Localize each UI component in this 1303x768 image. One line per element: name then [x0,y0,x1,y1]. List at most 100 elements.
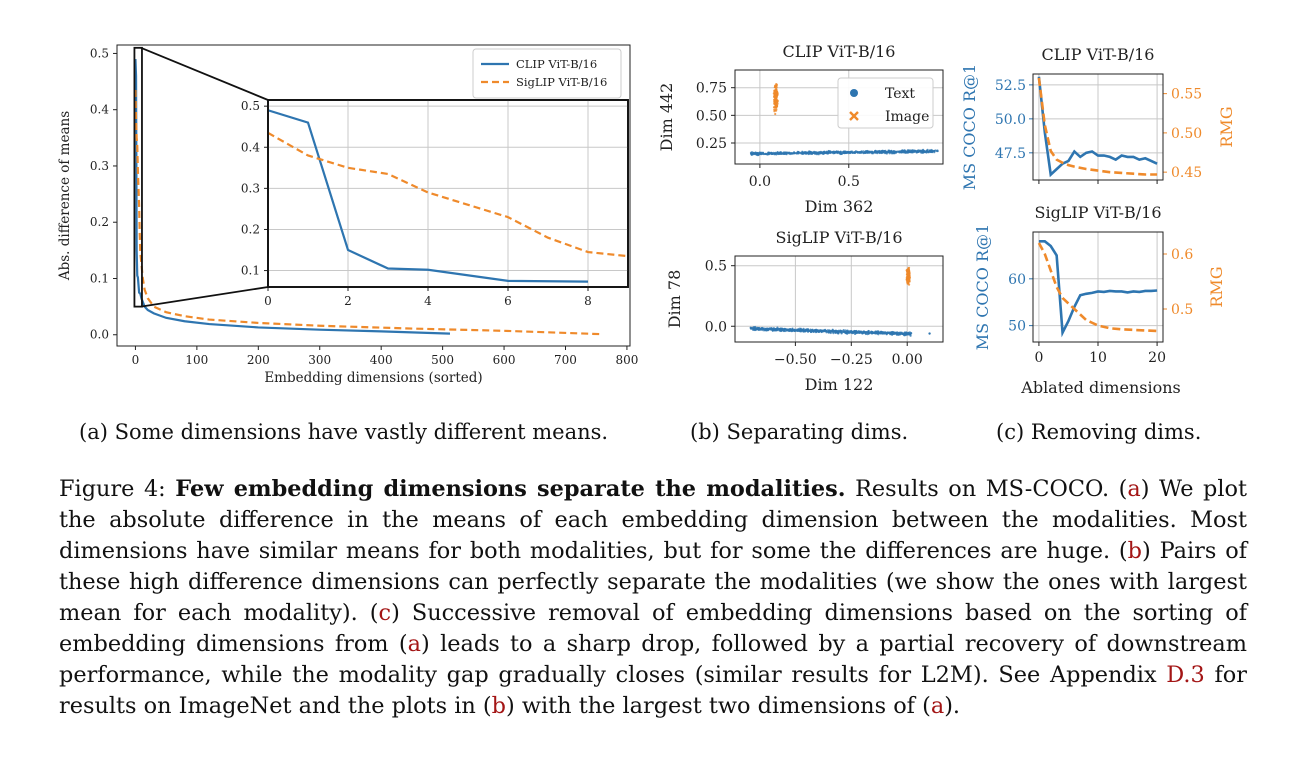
image-point [773,95,776,98]
right-y-tick-label: 0.5 [1171,302,1193,318]
text-point [835,151,838,154]
image-point [772,106,776,109]
text-point [817,330,820,333]
inset-border [267,99,629,288]
x-tick-label: −0.50 [774,352,817,368]
text-point [793,329,796,333]
zoom-connector [140,46,269,101]
chart-title: CLIP ViT-B/16 [1042,45,1155,64]
text-point [848,151,852,154]
text-point [831,329,835,333]
y-axis-label: Dim 442 [657,83,676,152]
text-point [771,328,774,332]
y-tick-label: 0.75 [696,81,727,97]
text-point [892,332,896,335]
text-point [828,330,832,333]
y-tick-label: 0.2 [90,215,109,229]
series-line-clip [134,59,451,335]
text-point [866,331,870,335]
image-point [908,275,911,279]
x-tick-label: 0 [132,353,140,367]
text-point [864,151,867,154]
caption-text: ) Pairs of these high difference dimensi… [59,538,1247,626]
image-point [906,271,910,274]
text-point [906,332,909,335]
text-point [804,328,807,332]
ref-link-b[interactable]: b [491,693,506,719]
inset-x-tick-label: 0 [264,294,272,308]
inset-y-tick-label: 0.3 [241,181,260,195]
text-point [827,151,830,154]
plot-frame [1032,73,1164,181]
zoom-connector [140,286,269,308]
text-point [864,331,867,335]
image-point [907,269,911,272]
image-point [775,82,778,86]
x-tick-label: 800 [615,353,638,367]
legend-marker-text [850,89,858,97]
caption-text: ). [944,693,961,719]
series-line-recall [1038,240,1158,338]
image-point [775,96,778,99]
text-point [845,151,848,154]
inset-frame [267,99,629,288]
legend-label: SigLIP ViT-B/16 [516,75,607,89]
image-point [775,98,778,101]
y-tick-label: 0.0 [705,319,727,335]
subcaption-b: (b) Separating dims. [690,420,909,444]
right-y-axis-label: RMG [1207,266,1226,307]
x-axis-label: Dim 362 [805,197,874,216]
text-point [807,151,810,154]
text-point [756,152,760,155]
text-point [820,151,823,154]
zoom-box [133,46,143,308]
chart-title: SigLIP ViT-B/16 [1034,203,1161,222]
ref-link-c[interactable]: c [378,600,392,626]
image-point [774,92,778,95]
text-point [768,152,771,155]
ref-link-a[interactable]: a [1127,476,1141,502]
text-point [901,149,905,152]
right-y-tick-label: 0.45 [1171,165,1202,181]
text-point [928,332,931,335]
ref-link-a[interactable]: a [407,631,421,657]
text-point [809,329,812,332]
text-point [792,152,795,155]
left-y-tick-label: 52.5 [995,78,1026,94]
text-point [912,150,915,153]
text-point [821,152,825,155]
x-tick-label: 0.5 [838,174,860,190]
text-point [876,331,879,334]
x-axis-label: Ablated dimensions [1020,378,1180,397]
image-points [772,82,779,116]
x-tick-label: 20 [1148,350,1166,366]
text-point [815,151,818,154]
text-point [848,330,851,333]
ref-link-b[interactable]: b [1127,538,1143,564]
y-tick-label: 0.50 [696,108,727,124]
text-point [926,148,929,152]
text-point [881,149,884,152]
text-point [883,149,886,153]
x-axis-label: Embedding dimensions (sorted) [264,370,482,386]
text-point [874,332,877,335]
caption-text: ) leads to a sharp drop, followed by a p… [59,631,1247,688]
x-tick-label: 600 [493,353,516,367]
image-point [906,281,909,284]
text-point [844,329,847,332]
image-point [774,84,777,88]
image-point [775,100,778,103]
text-point [785,153,788,156]
text-point [925,150,928,153]
ref-link-a[interactable]: a [930,693,945,719]
ref-link-appendix[interactable]: D.3 [1166,662,1205,688]
plot-frame [1032,231,1164,343]
right-y-tick-label: 0.6 [1171,247,1193,263]
legend [472,48,622,99]
text-point [908,150,911,153]
chart-title: CLIP ViT-B/16 [783,42,896,61]
right-y-tick-label: 0.55 [1171,87,1202,103]
left-y-axis-label: MS COCO R@1 [960,64,979,190]
left-y-tick-label: 47.5 [995,146,1026,162]
text-point [900,332,903,335]
